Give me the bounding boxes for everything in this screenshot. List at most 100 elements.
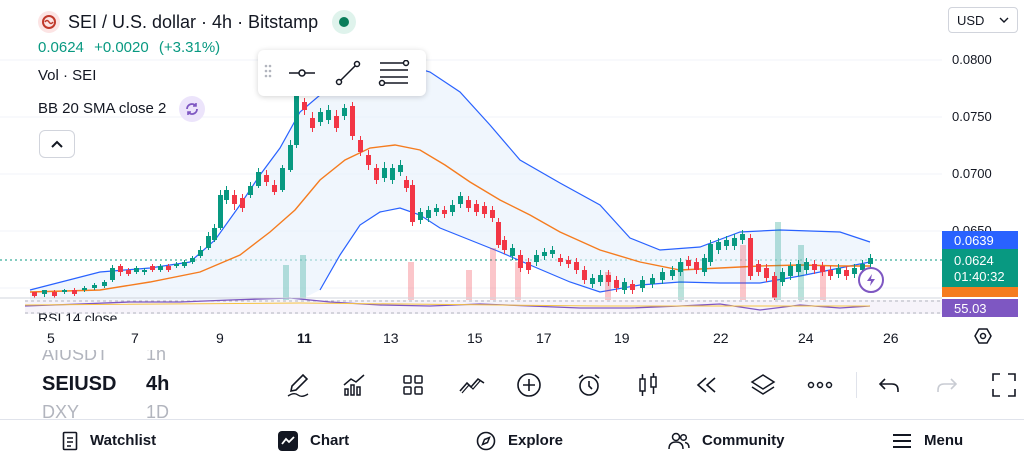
- rsi-line: [24, 297, 871, 311]
- candle-body: [410, 185, 415, 222]
- candle-body: [82, 288, 87, 290]
- layout-icon[interactable]: [396, 368, 430, 402]
- horizontal-line-tool-icon[interactable]: [284, 55, 320, 91]
- time-axis[interactable]: [0, 322, 1024, 350]
- volume-indicator-label[interactable]: Vol · SEI: [38, 67, 97, 84]
- rsi-indicator-label[interactable]: RSI 14 close: [38, 307, 117, 321]
- market-status-icon[interactable]: [332, 10, 357, 34]
- currency-select[interactable]: USD: [948, 7, 1018, 33]
- candle-body: [836, 268, 841, 274]
- candle-body: [302, 102, 307, 110]
- lightning-icon[interactable]: [858, 267, 884, 293]
- nav-chart[interactable]: Chart: [278, 430, 350, 451]
- refresh-icon[interactable]: [178, 96, 205, 122]
- candle-body: [326, 110, 331, 120]
- watchlist-icon: [62, 431, 78, 450]
- candle-body: [358, 140, 363, 152]
- candle-body: [418, 212, 423, 220]
- indicators-icon[interactable]: [337, 368, 371, 402]
- interval-next[interactable]: 1D: [146, 402, 170, 418]
- candle-body: [182, 262, 187, 266]
- candle-body: [206, 236, 211, 248]
- chevron-up-icon: [51, 140, 63, 148]
- candle-body: [526, 262, 531, 270]
- candle-body: [426, 210, 431, 218]
- candle-body: [310, 118, 315, 128]
- interval-current[interactable]: 4h: [146, 373, 170, 395]
- layers-icon[interactable]: [746, 368, 780, 402]
- community-icon: [668, 432, 690, 449]
- candle-body: [844, 270, 849, 276]
- candle-body: [218, 195, 223, 228]
- trend-icon[interactable]: [455, 368, 489, 402]
- more-icon[interactable]: [803, 368, 837, 402]
- collapse-legend-button[interactable]: [39, 130, 75, 158]
- candle-body: [318, 112, 323, 122]
- candle-body: [52, 292, 57, 296]
- symbol-picker[interactable]: AIUSDT 1h SEIUSD 4h DXY 1D: [0, 350, 260, 418]
- candle-body: [366, 155, 371, 165]
- candle-body: [334, 116, 339, 128]
- candle-body: [482, 206, 487, 214]
- toolbar-divider: [856, 372, 857, 398]
- candle-body: [280, 168, 285, 190]
- bb-indicator-text: BB 20 SMA close 2: [38, 99, 167, 117]
- fullscreen-icon[interactable]: [987, 368, 1021, 402]
- candle-body: [450, 205, 455, 212]
- fib-retracement-tool-icon[interactable]: [376, 55, 412, 91]
- undo-icon[interactable]: [872, 368, 906, 402]
- symbol-current[interactable]: SEIUSD: [42, 373, 117, 395]
- price-chart[interactable]: [0, 0, 942, 345]
- candle-body: [678, 262, 683, 272]
- time-label: 15: [467, 330, 483, 346]
- replay-icon[interactable]: [689, 368, 723, 402]
- nav-menu[interactable]: Menu: [892, 432, 963, 449]
- nav-watchlist[interactable]: Watchlist: [62, 431, 156, 451]
- candle-body: [490, 210, 495, 218]
- candle-body: [198, 250, 203, 256]
- alarm-icon[interactable]: [572, 368, 606, 402]
- candle-body: [288, 145, 293, 170]
- bar-countdown: 01:40:32: [954, 269, 1005, 284]
- time-label: 5: [47, 330, 55, 346]
- candle-body: [382, 168, 387, 178]
- candle-body: [374, 168, 379, 180]
- candle-body: [732, 238, 737, 246]
- add-icon[interactable]: [512, 368, 546, 402]
- nav-watchlist-label: Watchlist: [90, 432, 157, 449]
- nav-chart-label: Chart: [310, 432, 350, 449]
- price-label: 0.0700: [952, 166, 992, 181]
- time-label: 26: [883, 330, 899, 346]
- symbol-next[interactable]: DXY: [42, 402, 80, 418]
- symbol-title[interactable]: SEI / U.S. dollar · 4h · Bitstamp: [38, 10, 357, 34]
- candle-body: [694, 262, 699, 270]
- price-label: 0.0800: [952, 52, 992, 67]
- candle-body: [510, 248, 515, 256]
- candle-body: [614, 280, 619, 288]
- candle-body: [828, 270, 833, 276]
- bb-indicator-label[interactable]: BB 20 SMA close 2: [38, 96, 205, 122]
- candle-body: [686, 260, 691, 266]
- candle-body: [670, 270, 675, 276]
- drag-handle-icon[interactable]: [264, 63, 274, 84]
- bottom-toolbar: [0, 368, 1024, 404]
- chart-settings-icon[interactable]: [974, 327, 992, 350]
- upper-band-price-tag: 0.0639: [942, 231, 1018, 249]
- candle-body: [748, 238, 753, 276]
- symbol-prev[interactable]: AIUSDT: [42, 350, 109, 364]
- interval-prev[interactable]: 1h: [146, 350, 167, 364]
- candle-body: [158, 266, 163, 270]
- candles-icon[interactable]: [631, 368, 665, 402]
- pencil-icon[interactable]: [281, 368, 315, 402]
- trend-line-tool-icon[interactable]: [330, 55, 366, 91]
- nav-community-label: Community: [702, 432, 785, 449]
- candle-body: [32, 292, 37, 296]
- nav-menu-label: Menu: [924, 432, 964, 449]
- candle-body: [716, 242, 721, 250]
- candle-body: [174, 264, 179, 266]
- nav-community[interactable]: Community: [668, 432, 785, 450]
- candle-body: [458, 196, 463, 204]
- candle-body: [650, 278, 655, 284]
- redo-icon[interactable]: [930, 368, 964, 402]
- nav-explore[interactable]: Explore: [476, 431, 563, 451]
